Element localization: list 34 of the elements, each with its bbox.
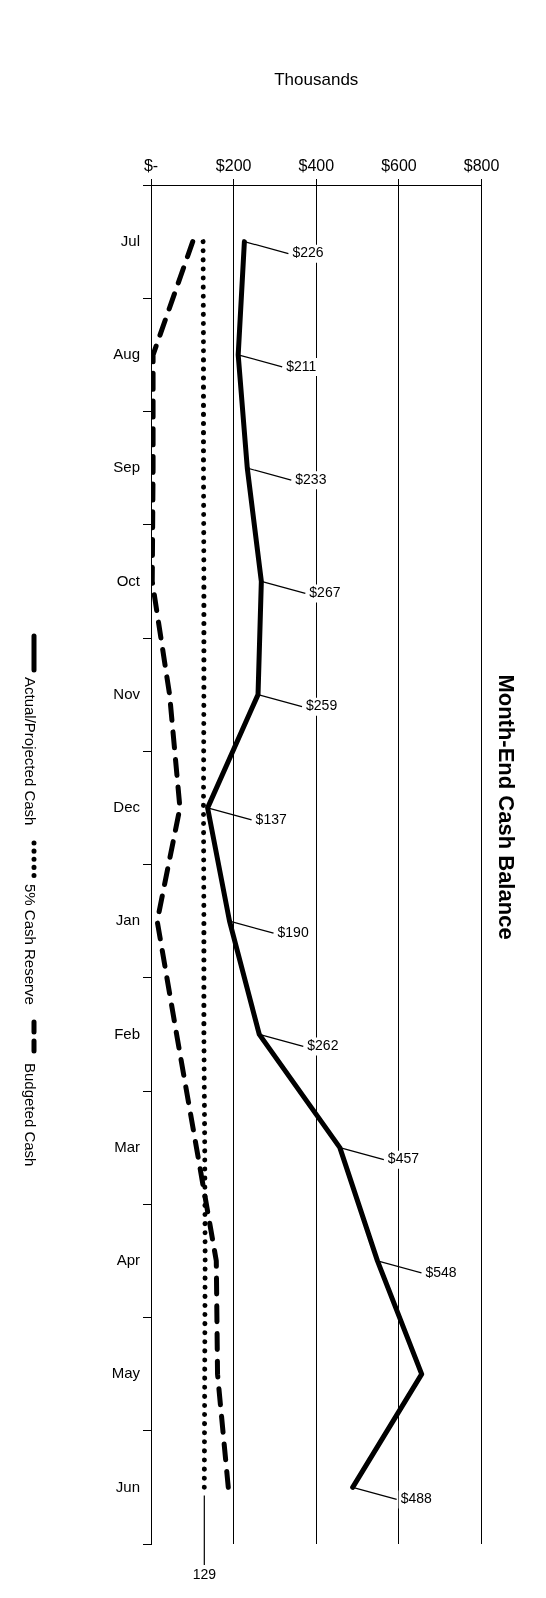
y-tick-label: Oct xyxy=(116,571,141,589)
y-tick-label: Feb xyxy=(114,1024,140,1042)
y-tick-label: May xyxy=(111,1364,141,1382)
data-label: $137 xyxy=(255,810,287,827)
y-tick-label: Mar xyxy=(114,1137,140,1155)
data-label: $457 xyxy=(387,1150,420,1167)
data-label: $233 xyxy=(295,470,327,487)
text: Month-End Cash Balance xyxy=(493,674,519,940)
y-tick-label: Jan xyxy=(115,911,140,929)
legend-label: Actual/Projected Cash xyxy=(22,677,39,826)
data-label: $226 xyxy=(292,244,324,261)
x-tick-label: $- xyxy=(143,156,159,174)
data-label: $548 xyxy=(425,1263,457,1280)
y-tick-label: Dec xyxy=(113,798,141,816)
data-label: $190 xyxy=(277,923,309,940)
x-tick-label: $400 xyxy=(298,156,335,174)
y-tick-label: Apr xyxy=(116,1251,140,1269)
data-label: $488 xyxy=(400,1490,433,1507)
data-label: $267 xyxy=(309,584,341,601)
y-tick-label: Aug xyxy=(113,345,140,363)
data-label: $259 xyxy=(306,697,338,714)
x-axis-title: Thousands xyxy=(274,69,359,89)
y-tick-label: Jun xyxy=(115,1477,140,1495)
x-tick-label: $800 xyxy=(463,156,500,174)
legend-label: 5% Cash Reserve xyxy=(22,883,39,1005)
legend-label: Budgeted Cash xyxy=(22,1062,39,1167)
y-tick-label: Jul xyxy=(120,231,140,249)
x-tick-label: $200 xyxy=(215,156,252,174)
data-label: $262 xyxy=(307,1037,339,1054)
data-label: $211 xyxy=(286,357,317,374)
y-tick-label: Sep xyxy=(113,458,140,476)
data-label: 129 xyxy=(192,1565,217,1582)
x-tick-label: $600 xyxy=(381,156,417,174)
y-tick-label: Nov xyxy=(113,684,141,702)
